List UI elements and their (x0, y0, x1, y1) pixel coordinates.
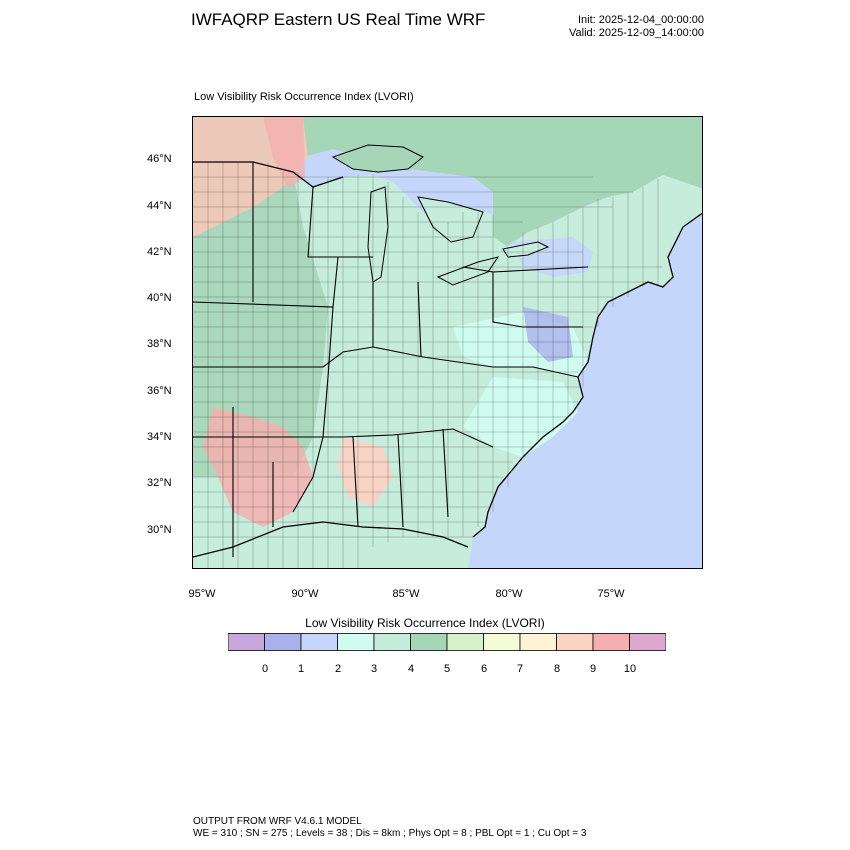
colorbar-cell (410, 633, 448, 651)
lon-label-85w: 85°W (392, 588, 420, 600)
colorbar-cell (337, 633, 375, 651)
colorbar-cell (264, 633, 302, 651)
model-footer: OUTPUT FROM WRF V4.6.1 MODEL WE = 310 ; … (193, 816, 586, 840)
colorbar-label: 0 (261, 663, 269, 675)
colorbar-label: 4 (407, 663, 415, 675)
colorbar-cell (519, 633, 557, 651)
lowest-risk-midatlantic (523, 307, 573, 362)
footer-model-line: OUTPUT FROM WRF V4.6.1 MODEL (193, 816, 362, 827)
lat-label-42n: 42°N (147, 246, 172, 258)
lat-label-44n: 44°N (147, 200, 172, 212)
colorbar-label: 2 (334, 663, 342, 675)
atlantic-coastline (472, 212, 702, 538)
colorbar-label: 6 (480, 663, 488, 675)
valid-time: Valid: 2025-12-09_14:00:00 (569, 27, 704, 39)
border-us-canada (193, 161, 344, 188)
colorbar-label: 1 (297, 663, 305, 675)
lat-label-30n: 30°N (147, 524, 172, 536)
lat-label-36n: 36°N (147, 385, 172, 397)
lat-label-32n: 32°N (147, 477, 172, 489)
colorbar-cell (373, 633, 411, 651)
lon-label-75w: 75°W (597, 588, 625, 600)
footer-config-line: WE = 310 ; SN = 275 ; Levels = 38 ; Dis … (193, 828, 587, 839)
field-subtitle: Low Visibility Risk Occurrence Index (LV… (194, 91, 414, 103)
lat-label-38n: 38°N (147, 338, 172, 350)
lake-superior (331, 144, 424, 173)
lon-label-80w: 80°W (495, 588, 523, 600)
colorbar-label: 8 (553, 663, 561, 675)
plains-region (193, 162, 328, 477)
run-info: Init: 2025-12-04_00:00:00 Valid: 2025-12… (569, 14, 704, 40)
init-time: Init: 2025-12-04_00:00:00 (578, 14, 704, 26)
lon-label-90w: 90°W (291, 588, 319, 600)
colorbar-label: 10 (623, 663, 637, 675)
lat-label-46n: 46°N (147, 153, 172, 165)
lat-label-34n: 34°N (147, 431, 172, 443)
colorbar (228, 633, 666, 651)
lat-label-40n: 40°N (147, 292, 172, 304)
canada-land (193, 117, 702, 269)
colorbar-label: 3 (370, 663, 378, 675)
colorbar-cell (483, 633, 521, 651)
colorbar-cell (556, 633, 594, 651)
colorbar-label: 9 (589, 663, 597, 675)
colorbar-cell (228, 633, 265, 651)
map-panel (192, 116, 703, 569)
colorbar-label: 7 (516, 663, 524, 675)
colorbar-cell (592, 633, 630, 651)
colorbar-cell (446, 633, 484, 651)
colorbar-label: 5 (443, 663, 451, 675)
county-lines (193, 162, 663, 568)
lon-label-95w: 95°W (188, 588, 216, 600)
colorbar-cell (300, 633, 338, 651)
colorbar-title: Low Visibility Risk Occurrence Index (LV… (305, 616, 545, 630)
moderate-risk-south (338, 437, 393, 507)
colorbar-cell (629, 633, 666, 651)
map-svg (193, 117, 702, 568)
very-high-risk-northwest (263, 117, 305, 189)
figure-title: IWFAQRP Eastern US Real Time WRF (191, 10, 486, 29)
